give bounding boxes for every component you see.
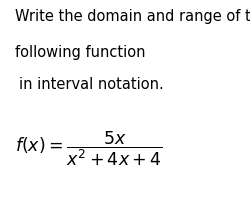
Text: in interval notation.: in interval notation. <box>19 77 163 92</box>
Text: following function: following function <box>15 45 145 60</box>
Text: Write the domain and range of the: Write the domain and range of the <box>15 9 250 24</box>
Text: $f(x) = \dfrac{5x}{x^2 + 4x + 4}$: $f(x) = \dfrac{5x}{x^2 + 4x + 4}$ <box>15 129 162 167</box>
